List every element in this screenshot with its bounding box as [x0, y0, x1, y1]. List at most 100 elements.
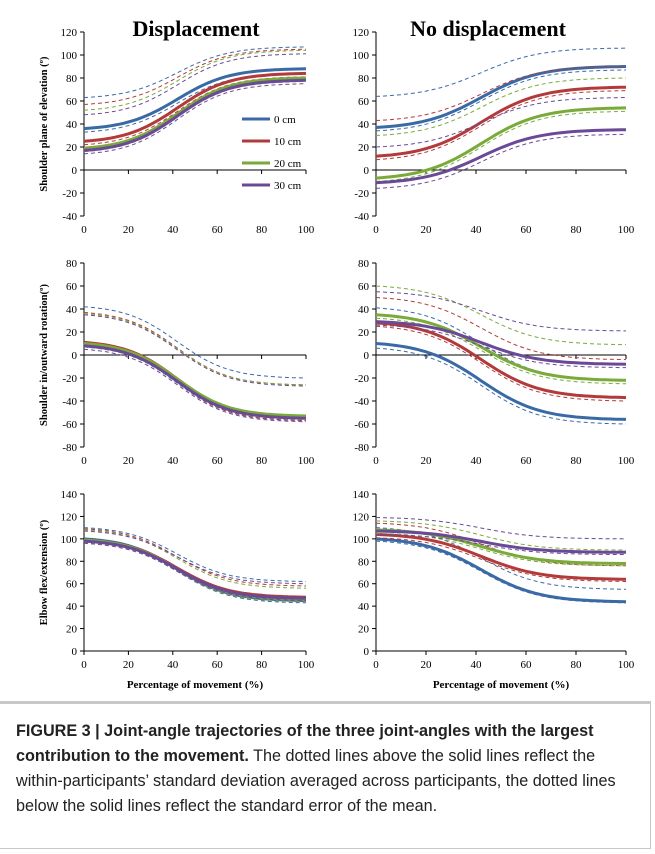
x-tick-label: 40	[167, 224, 179, 236]
series-se-line-20cm	[375, 317, 627, 385]
y-tick-label: 20	[66, 142, 78, 154]
series-sd-line-20cm	[375, 77, 627, 136]
series-sd-line-30cm	[83, 314, 307, 387]
y-tick-label: -20	[62, 373, 77, 385]
y-tick-label: 40	[66, 601, 78, 613]
series-se-line-10cm	[375, 325, 627, 402]
y-tick-label: 100	[61, 50, 78, 62]
x-tick-label: 20	[421, 224, 433, 236]
series-mean-line-0cm	[375, 537, 627, 604]
series-se-line-10cm	[83, 541, 307, 600]
x-tick-label: 0	[373, 224, 379, 236]
series-sd-line-10cm	[375, 297, 627, 361]
x-tick-label: 20	[421, 455, 433, 467]
series-mean-line-0cm	[375, 65, 627, 129]
series-sd-line-30cm	[375, 517, 627, 540]
legend-label: 0 cm	[274, 114, 296, 126]
y-tick-label: 40	[66, 304, 78, 316]
column-title-displacement: Displacement	[132, 16, 260, 41]
y-tick-label: 0	[72, 165, 78, 177]
series-mean-line-10cm	[83, 71, 307, 143]
series-sd-line-10cm	[83, 312, 307, 386]
series-mean-line-10cm	[375, 85, 627, 158]
series-se-line-30cm	[83, 542, 306, 601]
x-tick-label: 0	[373, 455, 379, 467]
series-mean-line-0cm	[375, 342, 627, 421]
series-sd-line-20cm	[83, 313, 307, 386]
x-tick-label: 80	[256, 659, 268, 671]
x-axis-label: Percentage of movement (%)	[433, 679, 570, 691]
y-tick-label: 20	[358, 142, 370, 154]
x-tick-label: 40	[167, 455, 179, 467]
series-mean-line-20cm	[83, 342, 306, 418]
series-sd-line-10cm	[83, 48, 306, 105]
y-tick-label: -80	[354, 442, 369, 454]
panels-group: -40 -20 0 20 40 60 80 100 120 0 20 40 60 80 100 Shoulde…	[39, 27, 635, 691]
series-sd-line-20cm	[375, 520, 627, 551]
y-tick-label: 100	[353, 50, 370, 62]
y-tick-label: -40	[354, 211, 369, 223]
x-tick-label: 60	[212, 659, 224, 671]
figure-caption-label: FIGURE 3 | Joint-angle trajectories of t…	[16, 722, 594, 765]
series-mean-line-20cm	[375, 528, 626, 565]
y-tick-label: 80	[66, 73, 78, 85]
figure-caption-box: FIGURE 3 | Joint-angle trajectories of t…	[0, 701, 651, 849]
panel-r1-c0: -80 -60 -40 -20 0 20 40 60 80 0 20 40 60 80 100 Shoulde…	[39, 258, 315, 467]
x-axis-label: Percentage of movement (%)	[127, 679, 264, 691]
y-tick-label: 0	[72, 350, 78, 362]
y-tick-label: -20	[354, 188, 369, 200]
series-sd-line-10cm	[83, 528, 307, 587]
y-tick-label: 120	[61, 27, 78, 39]
series-se-line-0cm	[375, 540, 627, 604]
series-sd-line-0cm	[83, 527, 307, 582]
y-tick-label: 80	[358, 556, 370, 568]
y-tick-label: 60	[66, 281, 78, 293]
series-sd-line-30cm	[83, 530, 307, 585]
series-mean-line-0cm	[83, 67, 307, 131]
series-se-line-20cm	[83, 81, 306, 153]
series-se-line-10cm	[375, 90, 627, 161]
y-tick-label: 60	[358, 96, 370, 108]
series-se-line-0cm	[83, 540, 307, 604]
series-mean-line-10cm	[375, 532, 626, 581]
y-axis-label: Shoulder in/outward rotation(º)	[39, 284, 50, 426]
series-sd-line-20cm	[83, 49, 307, 111]
x-tick-label: 100	[618, 455, 635, 467]
y-tick-label: 120	[353, 27, 370, 39]
x-tick-label: 100	[298, 224, 315, 236]
series-mean-line-30cm	[83, 78, 307, 152]
x-tick-label: 60	[521, 224, 533, 236]
legend-item-0cm: 0 cm	[242, 114, 296, 126]
y-tick-label: 120	[61, 511, 78, 523]
x-tick-label: 40	[471, 224, 483, 236]
y-tick-label: 40	[358, 304, 370, 316]
y-tick-label: 0	[364, 165, 370, 177]
y-tick-label: 20	[66, 624, 78, 636]
y-tick-label: 20	[358, 327, 370, 339]
series-sd-line-20cm	[375, 285, 626, 346]
y-tick-label: -20	[62, 188, 77, 200]
legend-label: 30 cm	[274, 180, 302, 192]
series-se-line-0cm	[375, 69, 626, 132]
y-tick-label: 20	[66, 327, 78, 339]
series-mean-line-0cm	[83, 537, 306, 602]
y-tick-label: 80	[358, 73, 370, 85]
panel-r1-c1: -80 -60 -40 -20 0 20 40 60 80 0 20 40 60 80 100	[354, 258, 634, 467]
series-se-line-0cm	[375, 347, 627, 425]
y-tick-label: 80	[66, 258, 78, 270]
series-mean-line-20cm	[375, 106, 627, 180]
x-tick-label: 60	[521, 659, 533, 671]
series-mean-line-30cm	[375, 320, 627, 366]
series-sd-line-0cm	[375, 307, 627, 381]
series-se-line-20cm	[375, 110, 626, 182]
y-tick-label: 0	[72, 646, 78, 658]
y-tick-label: 0	[364, 350, 370, 362]
legend-label: 10 cm	[274, 136, 302, 148]
series-mean-line-30cm	[83, 539, 307, 600]
series-mean-line-10cm	[375, 321, 627, 400]
y-tick-label: 40	[358, 601, 370, 613]
x-tick-label: 100	[298, 455, 315, 467]
y-tick-label: -60	[62, 419, 77, 431]
y-tick-label: 60	[66, 579, 78, 591]
y-tick-label: -40	[354, 396, 369, 408]
